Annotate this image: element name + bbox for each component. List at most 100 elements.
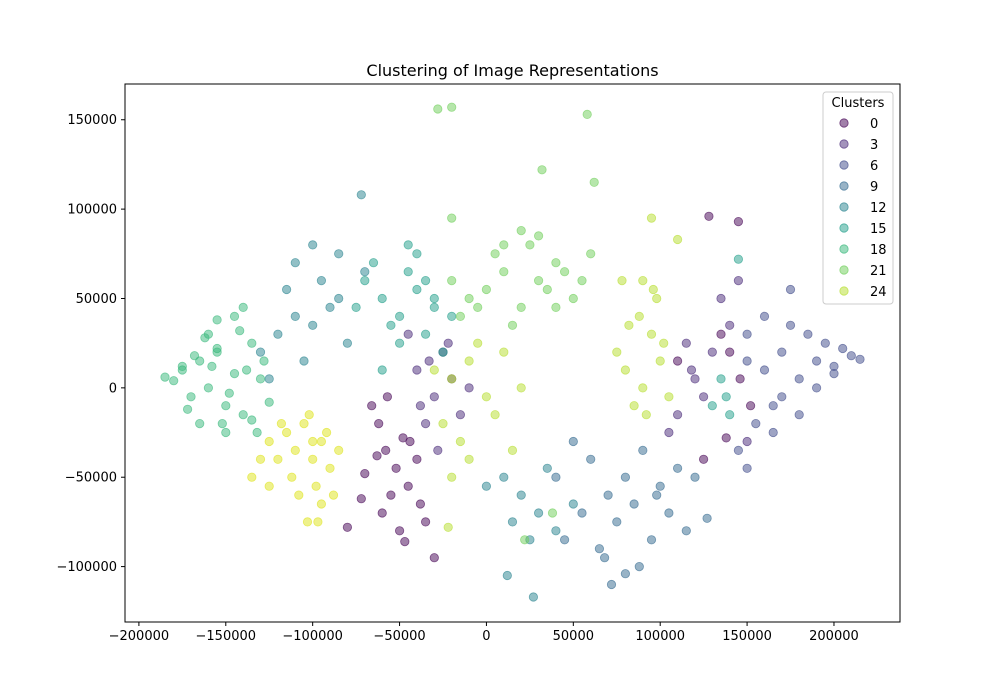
scatter-point	[742, 436, 752, 447]
scatter-point	[655, 481, 665, 491]
scatter-point	[725, 320, 735, 330]
scatter-point	[721, 392, 731, 402]
scatter-point	[447, 472, 457, 482]
legend-marker	[839, 139, 849, 149]
scatter-point	[733, 275, 744, 286]
scatter-point	[528, 592, 539, 602]
scatter-point	[342, 522, 352, 532]
scatter-point	[659, 338, 669, 348]
scatter-point	[606, 579, 617, 590]
scatter-point	[698, 392, 709, 402]
scatter-point	[507, 320, 518, 330]
scatter-point	[629, 401, 639, 411]
scatter-point	[235, 326, 245, 336]
scatter-point	[224, 388, 234, 398]
scatter-point	[638, 383, 648, 393]
scatter-point	[777, 392, 787, 402]
scatter-point	[360, 267, 370, 277]
scatter-point	[568, 436, 578, 447]
scatter-point	[308, 436, 318, 447]
scatter-point	[351, 302, 361, 312]
scatter-point	[217, 418, 227, 429]
scatter-point	[221, 401, 231, 411]
scatter-point	[586, 454, 596, 464]
scatter-point	[367, 401, 377, 411]
scatter-point	[516, 302, 526, 312]
scatter-point	[624, 320, 634, 330]
scatter-point	[846, 351, 856, 361]
scatter-point	[212, 343, 222, 354]
scatter-point	[551, 526, 561, 536]
scatter-point	[490, 249, 500, 259]
legend-marker	[839, 181, 849, 191]
scatter-point	[638, 445, 648, 455]
scatter-point	[707, 347, 717, 357]
scatter-point	[464, 356, 474, 366]
scatter-point	[768, 427, 778, 438]
scatter-point	[447, 275, 457, 286]
scatter-point	[447, 374, 457, 384]
scatter-point	[664, 392, 674, 402]
scatter-point	[412, 365, 422, 375]
x-tick-label: −200000	[109, 629, 170, 644]
x-tick-label: 0	[482, 629, 490, 644]
scatter-point	[681, 338, 691, 348]
scatter-point	[686, 365, 697, 375]
scatter-point	[447, 102, 457, 112]
scatter-point	[356, 190, 366, 200]
scatter-point	[290, 258, 300, 268]
y-tick-label: 50000	[76, 292, 117, 307]
scatter-point	[403, 240, 413, 250]
scatter-point	[247, 415, 257, 425]
scatter-point	[634, 561, 644, 572]
scatter-point	[533, 275, 544, 286]
scatter-point	[203, 383, 213, 393]
scatter-point	[290, 311, 300, 321]
scatter-point	[641, 410, 651, 420]
scatter-point	[612, 517, 622, 527]
y-tick-label: 150000	[67, 113, 117, 128]
scatter-point	[716, 374, 726, 384]
scatter-point	[811, 356, 822, 366]
scatter-point	[290, 445, 300, 455]
scatter-point	[281, 427, 292, 438]
scatter-point	[299, 356, 309, 366]
scatter-point	[690, 374, 700, 384]
scatter-point	[751, 418, 761, 429]
legend-marker	[839, 265, 849, 275]
scatter-point	[648, 284, 658, 295]
scatter-point	[302, 517, 313, 527]
scatter-point	[725, 410, 735, 420]
scatter-point	[429, 293, 439, 304]
scatter-point	[542, 463, 552, 473]
scatter-point	[464, 293, 474, 304]
scatter-point	[759, 311, 770, 321]
scatter-point	[655, 356, 665, 366]
legend-label: 24	[870, 285, 887, 300]
scatter-point	[733, 445, 744, 455]
x-tick-label: −100000	[282, 629, 343, 644]
scatter-point	[294, 490, 304, 500]
y-axis: −100000 −50000 0 50000 100000 150000	[56, 113, 125, 575]
scatter-point	[264, 374, 274, 384]
scatter-point	[207, 361, 217, 371]
x-tick-label: −50000	[373, 629, 425, 644]
scatter-point	[629, 499, 639, 509]
scatter-point	[646, 535, 657, 545]
scatter-point	[716, 329, 726, 339]
scatter-point	[664, 427, 674, 438]
scatter-point	[391, 463, 401, 473]
legend-label: 3	[870, 138, 878, 153]
scatter-point	[582, 109, 592, 120]
scatter-point	[620, 569, 631, 579]
scatter-point	[502, 570, 512, 581]
scatter-point	[342, 338, 352, 348]
legend-title: Clusters	[832, 96, 885, 111]
scatter-point	[499, 240, 509, 250]
scatter-point	[325, 463, 335, 473]
scatter-point	[356, 494, 366, 504]
scatter-point	[829, 368, 839, 379]
scatter-point	[520, 535, 530, 545]
scatter-point	[586, 249, 596, 259]
